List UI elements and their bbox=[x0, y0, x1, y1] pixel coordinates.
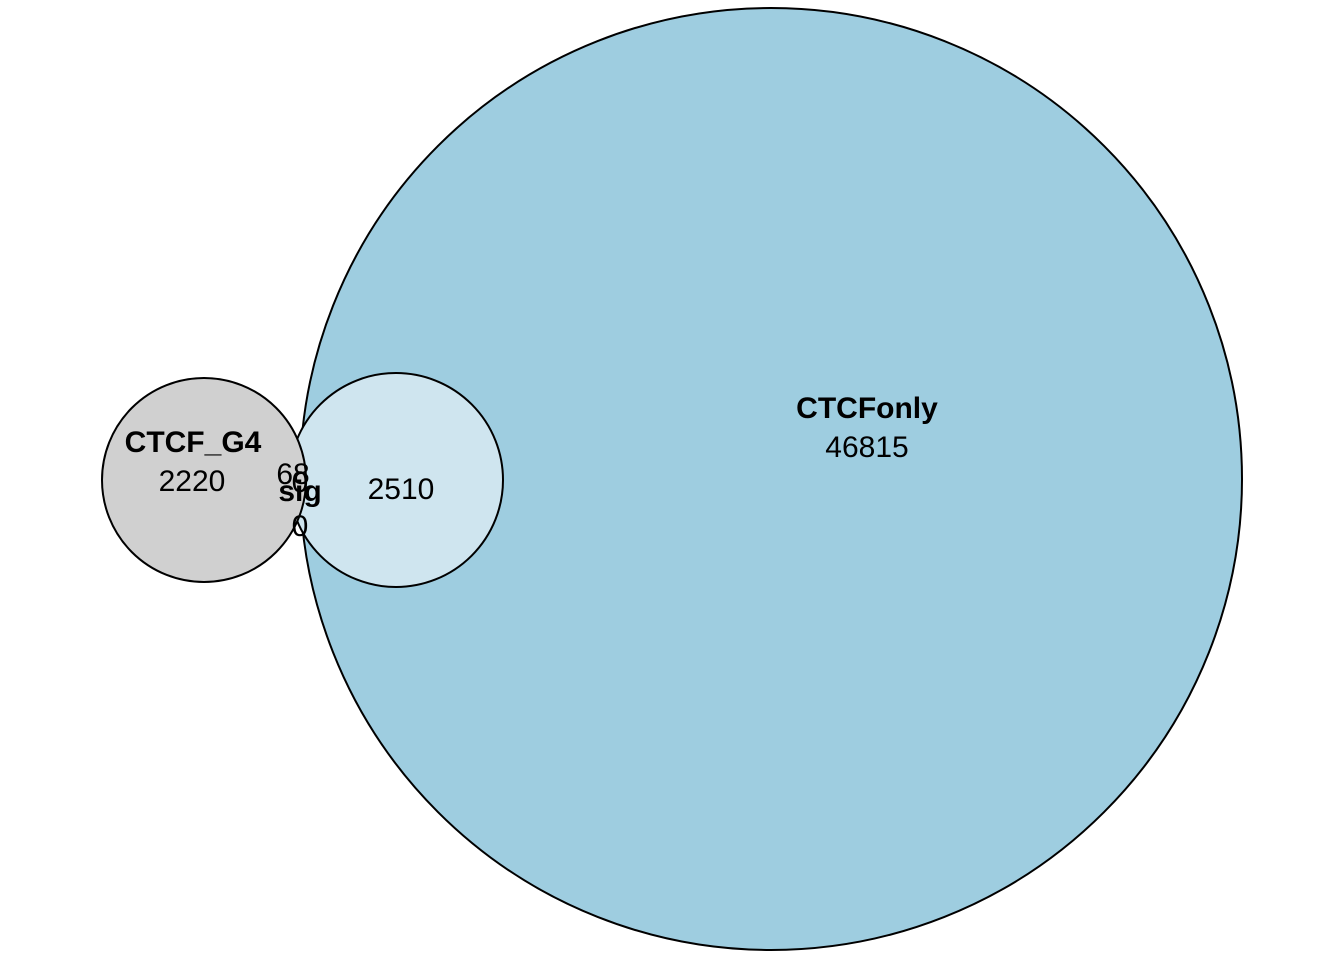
set-label-ctcf-g4: CTCF_G4 bbox=[125, 426, 262, 459]
region-count-ctcf-g4: 2220 bbox=[159, 465, 226, 498]
region-count-sig-and-ctcf-g4-and-ctcf-only: 0 bbox=[292, 510, 309, 543]
set-label-sig: sig bbox=[278, 475, 321, 508]
set-label-ctcfonly: CTCFonly bbox=[796, 392, 938, 425]
region-count-ctcf-only: 46815 bbox=[825, 431, 908, 464]
set-circle-ctcf-g4 bbox=[101, 377, 307, 583]
region-count-ctcf-only-and-sig: 2510 bbox=[368, 473, 435, 506]
region-count-ctcf-g4-and-sig: 0 bbox=[292, 466, 309, 499]
region-count-ctcf-g4-and-ctcf-only: 68 bbox=[276, 458, 309, 491]
